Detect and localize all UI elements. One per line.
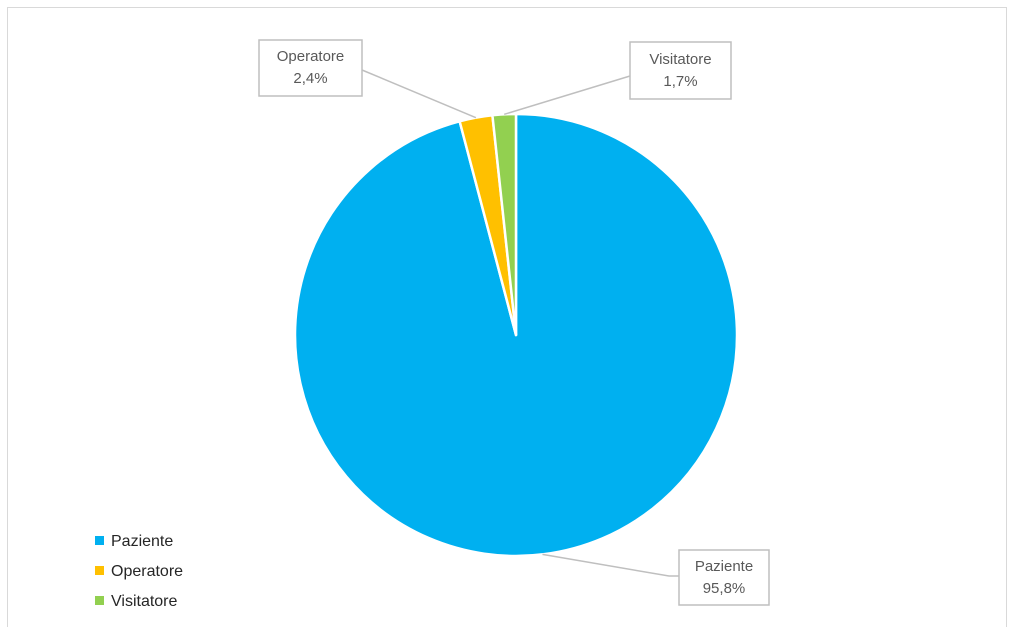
legend: Paziente Operatore Visitatore <box>95 533 183 610</box>
data-label-value: 95,8% <box>703 580 746 597</box>
legend-entry-visitatore: Visitatore <box>95 593 178 610</box>
legend-swatch <box>95 596 104 605</box>
legend-entry-paziente: Paziente <box>95 533 173 550</box>
data-label-box <box>678 549 770 606</box>
data-label-name: Visitatore <box>649 51 711 68</box>
legend-label: Operatore <box>111 563 183 580</box>
leader-line-visitatore <box>503 75 631 116</box>
data-label-name: Operatore <box>277 48 345 65</box>
data-label-value: 1,7% <box>663 73 697 90</box>
pie-slice-visitatore <box>491 112 518 337</box>
legend-label: Visitatore <box>111 593 178 610</box>
leader-line-paziente <box>542 553 679 577</box>
legend-swatch <box>95 566 104 575</box>
data-label-box <box>629 41 732 100</box>
data-label-box <box>258 39 363 97</box>
leader-line-operatore <box>361 69 477 119</box>
data-label-value: 2,4% <box>293 70 327 87</box>
data-label-name: Paziente <box>695 558 753 575</box>
data-label-paziente: Paziente 95,8% <box>678 549 770 606</box>
data-label-visitatore: Visitatore 1,7% <box>629 41 732 100</box>
pie-slices <box>293 112 739 558</box>
legend-entry-operatore: Operatore <box>95 563 183 580</box>
legend-label: Paziente <box>111 533 173 550</box>
leader-lines <box>361 69 679 577</box>
legend-swatch <box>95 536 104 545</box>
data-label-operatore: Operatore 2,4% <box>258 39 363 97</box>
